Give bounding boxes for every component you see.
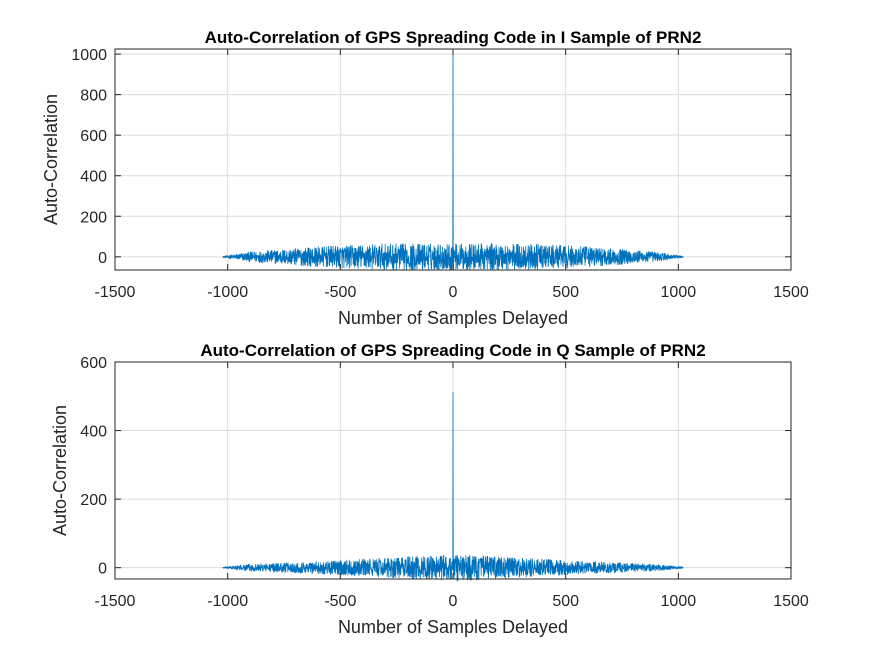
- x-tick-label-3: 0: [449, 284, 458, 301]
- x-axis-label-q: Number of Samples Delayed: [338, 617, 568, 637]
- subplot-i-sample: -1500 -1000 -500 0 500 1000 1500 0 200 400 600 800…: [41, 28, 809, 328]
- series-line-0-0: [222, 49, 684, 271]
- x-tick-label-0: -1500: [95, 284, 136, 301]
- series-q-autocorrelation: [222, 392, 684, 582]
- y-axis-label-i: Auto-Correlation: [41, 94, 61, 225]
- x-tick-label-6: 1500: [773, 593, 809, 610]
- x-tick-label-6: 1500: [773, 284, 809, 301]
- y-tick-label-4: 800: [80, 88, 107, 105]
- x-tick-label-5: 1000: [661, 284, 697, 301]
- x-tick-label-2: -500: [324, 284, 356, 301]
- x-ticks-q: -1500 -1000 -500 0 500 1000 1500: [95, 362, 809, 610]
- y-tick-label-2: 400: [80, 169, 107, 186]
- y-tick-label-5: 1000: [71, 47, 107, 64]
- subplot-q-sample: -1500 -1000 -500 0 500 1000 1500 0 200 400 600 Au…: [50, 341, 809, 637]
- x-tick-label-5: 1000: [661, 593, 697, 610]
- y-tick-label-3: 600: [80, 128, 107, 145]
- x-tick-label-4: 500: [552, 593, 579, 610]
- y-tick-label-1: 200: [80, 209, 107, 226]
- x-axis-label-i: Number of Samples Delayed: [338, 308, 568, 328]
- x-ticks-i: -1500 -1000 -500 0 500 1000 1500: [95, 49, 809, 301]
- y-ticks-i: 0 200 400 600 800 1000: [71, 47, 791, 267]
- y-tick-label-2: 400: [80, 424, 107, 441]
- y-tick-label-1: 200: [80, 492, 107, 509]
- x-tick-label-4: 500: [552, 284, 579, 301]
- y-axis-label-q: Auto-Correlation: [50, 405, 70, 536]
- x-tick-label-1: -1000: [207, 593, 248, 610]
- y-tick-label-3: 600: [80, 355, 107, 372]
- x-tick-label-1: -1000: [207, 284, 248, 301]
- y-ticks-q: 0 200 400 600: [80, 355, 791, 578]
- x-tick-label-0: -1500: [95, 593, 136, 610]
- chart-title-i: Auto-Correlation of GPS Spreading Code i…: [205, 28, 702, 47]
- series-i-autocorrelation: [222, 49, 684, 271]
- series-line-1-0: [222, 392, 684, 582]
- chart-title-q: Auto-Correlation of GPS Spreading Code i…: [200, 341, 705, 360]
- y-tick-label-0: 0: [98, 561, 107, 578]
- x-tick-label-2: -500: [324, 593, 356, 610]
- x-tick-label-3: 0: [449, 593, 458, 610]
- y-tick-label-0: 0: [98, 250, 107, 267]
